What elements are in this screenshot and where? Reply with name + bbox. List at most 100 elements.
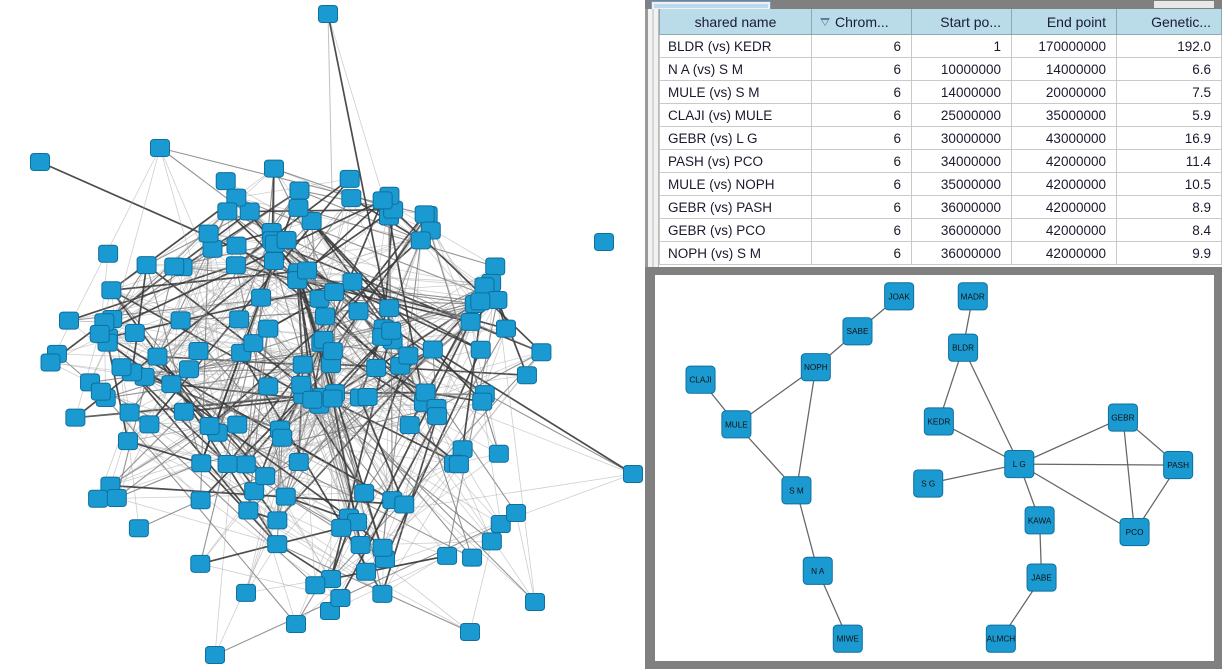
overview-node-163[interactable] bbox=[276, 230, 297, 249]
node-box[interactable] bbox=[356, 562, 377, 581]
edge[interactable] bbox=[330, 355, 410, 580]
edge[interactable] bbox=[144, 239, 287, 378]
node-miwe[interactable]: MIWE bbox=[832, 624, 863, 653]
overview-node-58[interactable] bbox=[173, 402, 194, 421]
node-box[interactable] bbox=[227, 415, 248, 434]
node-box[interactable] bbox=[394, 495, 415, 514]
edge[interactable] bbox=[138, 499, 201, 529]
node-box[interactable] bbox=[398, 346, 419, 365]
node-box[interactable] bbox=[139, 415, 160, 434]
overview-node-19[interactable] bbox=[348, 302, 369, 321]
node-box[interactable] bbox=[88, 489, 109, 508]
edge[interactable] bbox=[327, 13, 393, 331]
overview-node-4[interactable] bbox=[623, 465, 643, 483]
edge[interactable] bbox=[515, 512, 536, 603]
edge[interactable] bbox=[323, 339, 493, 542]
node-box[interactable] bbox=[288, 452, 309, 471]
edge[interactable] bbox=[183, 340, 393, 413]
overview-node-140[interactable] bbox=[106, 488, 127, 507]
edge[interactable] bbox=[1019, 463, 1179, 466]
edge[interactable] bbox=[180, 211, 228, 321]
table-row[interactable]: NOPH (vs) S M 6 36000000 42000000 9.9 bbox=[659, 241, 1222, 265]
overview-node-115[interactable] bbox=[366, 359, 387, 378]
overview-node-161[interactable] bbox=[258, 377, 279, 396]
overview-node-110[interactable] bbox=[215, 172, 236, 191]
node-box[interactable] bbox=[255, 467, 276, 486]
edge[interactable] bbox=[112, 291, 335, 320]
node-box[interactable] bbox=[913, 469, 944, 498]
overview-node-164[interactable] bbox=[516, 366, 537, 385]
overview-node-120[interactable] bbox=[460, 312, 481, 331]
cell-shared_name[interactable]: GEBR (vs) PASH bbox=[659, 195, 812, 219]
node-box[interactable] bbox=[58, 311, 79, 330]
edge[interactable] bbox=[217, 282, 492, 434]
node-box[interactable] bbox=[226, 236, 247, 255]
overview-node-47[interactable] bbox=[267, 511, 288, 530]
node-box[interactable] bbox=[348, 302, 369, 321]
node-box[interactable] bbox=[244, 482, 265, 501]
cell-start_point[interactable]: 25000000 bbox=[911, 103, 1012, 127]
node-box[interactable] bbox=[124, 323, 145, 342]
overview-node-45[interactable] bbox=[190, 491, 211, 510]
overview-node-39[interactable] bbox=[470, 340, 491, 359]
node-box[interactable] bbox=[322, 389, 343, 408]
node-box[interactable] bbox=[437, 546, 458, 565]
overview-node-34[interactable] bbox=[40, 353, 61, 372]
overview-node-124[interactable] bbox=[164, 257, 185, 276]
node-box[interactable] bbox=[119, 403, 140, 422]
overview-node-123[interactable] bbox=[217, 455, 238, 474]
node-box[interactable] bbox=[101, 281, 122, 300]
node-box[interactable] bbox=[147, 347, 168, 366]
node-n-a[interactable]: N A bbox=[802, 556, 833, 585]
overview-node-151[interactable] bbox=[331, 518, 352, 537]
edge[interactable] bbox=[199, 307, 390, 565]
overview-node-8[interactable] bbox=[286, 615, 306, 633]
cell-chromosome[interactable]: 6 bbox=[811, 241, 912, 265]
overview-node-160[interactable] bbox=[381, 321, 402, 340]
overview-node-70[interactable] bbox=[372, 191, 393, 210]
overview-node-128[interactable] bbox=[217, 202, 238, 221]
node-box[interactable] bbox=[448, 455, 469, 474]
overview-node-2[interactable] bbox=[30, 153, 50, 171]
overview-node-117[interactable] bbox=[399, 416, 420, 435]
cell-genetic[interactable]: 7.5 bbox=[1116, 80, 1222, 104]
edge[interactable] bbox=[364, 463, 455, 494]
node-box[interactable] bbox=[305, 576, 326, 595]
node-box[interactable] bbox=[350, 536, 371, 555]
node-box[interactable] bbox=[236, 583, 257, 602]
node-box[interactable] bbox=[525, 593, 545, 611]
edge[interactable] bbox=[273, 168, 335, 293]
detail-network-panel[interactable]: JOAK MADR SABE BLDR NOPH CLAJI GEBR KEDR MULE L G… bbox=[655, 275, 1214, 661]
cell-shared_name[interactable]: MULE (vs) S M bbox=[659, 80, 812, 104]
node-box[interactable] bbox=[276, 230, 297, 249]
node-box[interactable] bbox=[842, 317, 873, 346]
node-box[interactable] bbox=[339, 169, 360, 188]
node-box[interactable] bbox=[150, 139, 170, 157]
edge[interactable] bbox=[1018, 463, 1135, 533]
cell-chromosome[interactable]: 6 bbox=[811, 34, 912, 58]
overview-node-64[interactable] bbox=[198, 224, 219, 243]
node-box[interactable] bbox=[199, 416, 220, 435]
edge[interactable] bbox=[144, 376, 437, 409]
overview-node-165[interactable] bbox=[322, 342, 343, 361]
cell-end_point[interactable]: 14000000 bbox=[1011, 57, 1117, 81]
edge[interactable] bbox=[277, 355, 409, 521]
overview-node-156[interactable] bbox=[89, 324, 110, 343]
overview-node-88[interactable] bbox=[243, 334, 264, 353]
overview-node-18[interactable] bbox=[98, 244, 119, 263]
overview-node-95[interactable] bbox=[495, 319, 516, 338]
detail-network-canvas[interactable]: JOAK MADR SABE BLDR NOPH CLAJI GEBR KEDR MULE L G… bbox=[655, 275, 1214, 661]
cell-start_point[interactable]: 36000000 bbox=[911, 241, 1012, 265]
node-box[interactable] bbox=[188, 341, 209, 360]
overview-node-1[interactable] bbox=[150, 139, 170, 157]
edge[interactable] bbox=[201, 407, 437, 464]
node-box[interactable] bbox=[191, 454, 212, 473]
edge[interactable] bbox=[127, 440, 202, 465]
overview-node-99[interactable] bbox=[238, 501, 259, 520]
overview-node-36[interactable] bbox=[379, 299, 400, 318]
cell-genetic[interactable]: 11.4 bbox=[1116, 149, 1222, 173]
edge[interactable] bbox=[299, 189, 422, 241]
cell-end_point[interactable]: 42000000 bbox=[1011, 218, 1117, 242]
node-box[interactable] bbox=[372, 191, 393, 210]
overview-node-167[interactable] bbox=[267, 535, 288, 554]
